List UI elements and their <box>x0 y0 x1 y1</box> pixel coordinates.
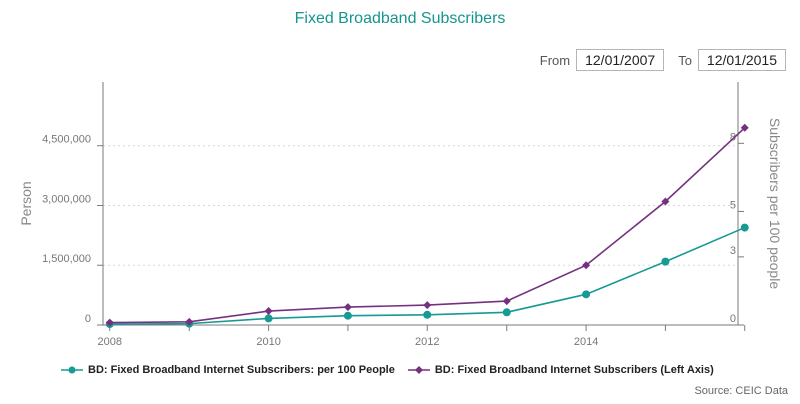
series-line-subscribers <box>109 127 746 324</box>
legend-item-per-100[interactable]: BD: Fixed Broadband Internet Subscribers… <box>60 364 395 376</box>
data-point <box>502 308 511 317</box>
source-note: Source: CEIC Data <box>694 385 788 397</box>
from-date-input[interactable]: 12/01/2007 <box>576 49 665 71</box>
line-chart: 0 1,500,000 3,000,000 4,500,000 0 3 5 8 2008 2010… <box>18 82 783 348</box>
data-point <box>423 310 432 319</box>
x-tick-label: 2014 <box>574 336 598 348</box>
data-point <box>582 261 591 270</box>
data-point <box>264 314 273 323</box>
chart-title: Fixed Broadband Subscribers <box>294 10 506 27</box>
x-tick-label: 2012 <box>415 336 439 348</box>
data-point <box>185 317 194 326</box>
left-tick-label: 4,500,000 <box>42 134 91 146</box>
right-axis-label: Subscribers per 100 people <box>767 118 783 289</box>
x-tick-label: 2010 <box>256 336 280 348</box>
to-date-input[interactable]: 12/01/2015 <box>697 49 786 71</box>
data-point <box>661 257 670 266</box>
data-point <box>423 301 432 310</box>
right-tick-label: 0 <box>730 313 736 325</box>
left-tick-label: 1,500,000 <box>42 253 91 265</box>
legend: BD: Fixed Broadband Internet Subscribers… <box>60 364 726 376</box>
left-axis-label: Person <box>18 181 34 225</box>
data-point <box>740 223 749 232</box>
legend-label-subscribers: BD: Fixed Broadband Internet Subscribers… <box>434 364 714 376</box>
right-tick-label: 5 <box>730 199 736 211</box>
data-point <box>661 197 670 206</box>
circle-marker-icon <box>61 366 83 374</box>
diamond-marker-icon <box>407 366 430 374</box>
data-point <box>105 318 114 327</box>
data-point <box>343 311 352 320</box>
data-point <box>582 290 591 299</box>
series-line-per-100 <box>109 226 746 325</box>
legend-label-per-100: BD: Fixed Broadband Internet Subscribers… <box>88 364 395 376</box>
grid-lines <box>103 145 738 266</box>
left-tick-label: 3,000,000 <box>42 193 91 205</box>
data-point <box>264 307 273 316</box>
from-label: From <box>539 52 571 68</box>
date-range: From 12/01/2007 To 12/01/2015 <box>526 48 786 72</box>
data-point <box>740 123 749 132</box>
to-label: To <box>678 52 692 68</box>
left-tick-label: 0 <box>85 313 91 325</box>
axis-ticks: 0 1,500,000 3,000,000 4,500,000 0 3 5 8 2008 2010… <box>42 131 746 348</box>
right-tick-label: 8 <box>730 131 736 143</box>
data-point <box>343 303 352 312</box>
right-tick-label: 3 <box>730 245 736 257</box>
data-point <box>502 297 511 306</box>
x-tick-label: 2008 <box>97 336 121 348</box>
legend-item-subscribers[interactable]: BD: Fixed Broadband Internet Subscribers… <box>407 364 714 376</box>
series-group <box>105 123 749 329</box>
